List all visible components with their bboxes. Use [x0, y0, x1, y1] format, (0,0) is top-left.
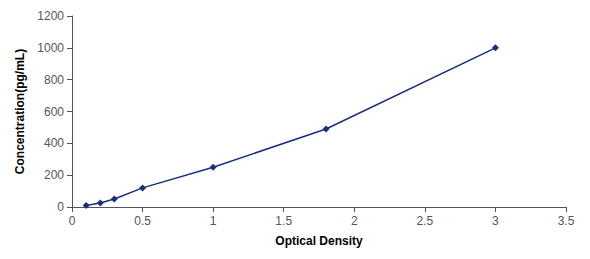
svg-text:Optical Density: Optical Density: [275, 234, 363, 248]
svg-text:200: 200: [44, 168, 64, 182]
svg-text:1.5: 1.5: [275, 214, 292, 228]
svg-text:800: 800: [44, 73, 64, 87]
svg-text:3: 3: [492, 214, 499, 228]
svg-text:1: 1: [210, 214, 217, 228]
svg-text:1000: 1000: [37, 41, 64, 55]
svg-text:2.5: 2.5: [417, 214, 434, 228]
svg-text:0: 0: [69, 214, 76, 228]
svg-text:400: 400: [44, 136, 64, 150]
svg-text:600: 600: [44, 105, 64, 119]
svg-text:0: 0: [57, 200, 64, 214]
svg-text:2: 2: [351, 214, 358, 228]
svg-text:Concentration(pg/mL): Concentration(pg/mL): [13, 49, 27, 174]
svg-text:1200: 1200: [37, 9, 64, 23]
svg-text:3.5: 3.5: [558, 214, 575, 228]
svg-text:0.5: 0.5: [134, 214, 151, 228]
